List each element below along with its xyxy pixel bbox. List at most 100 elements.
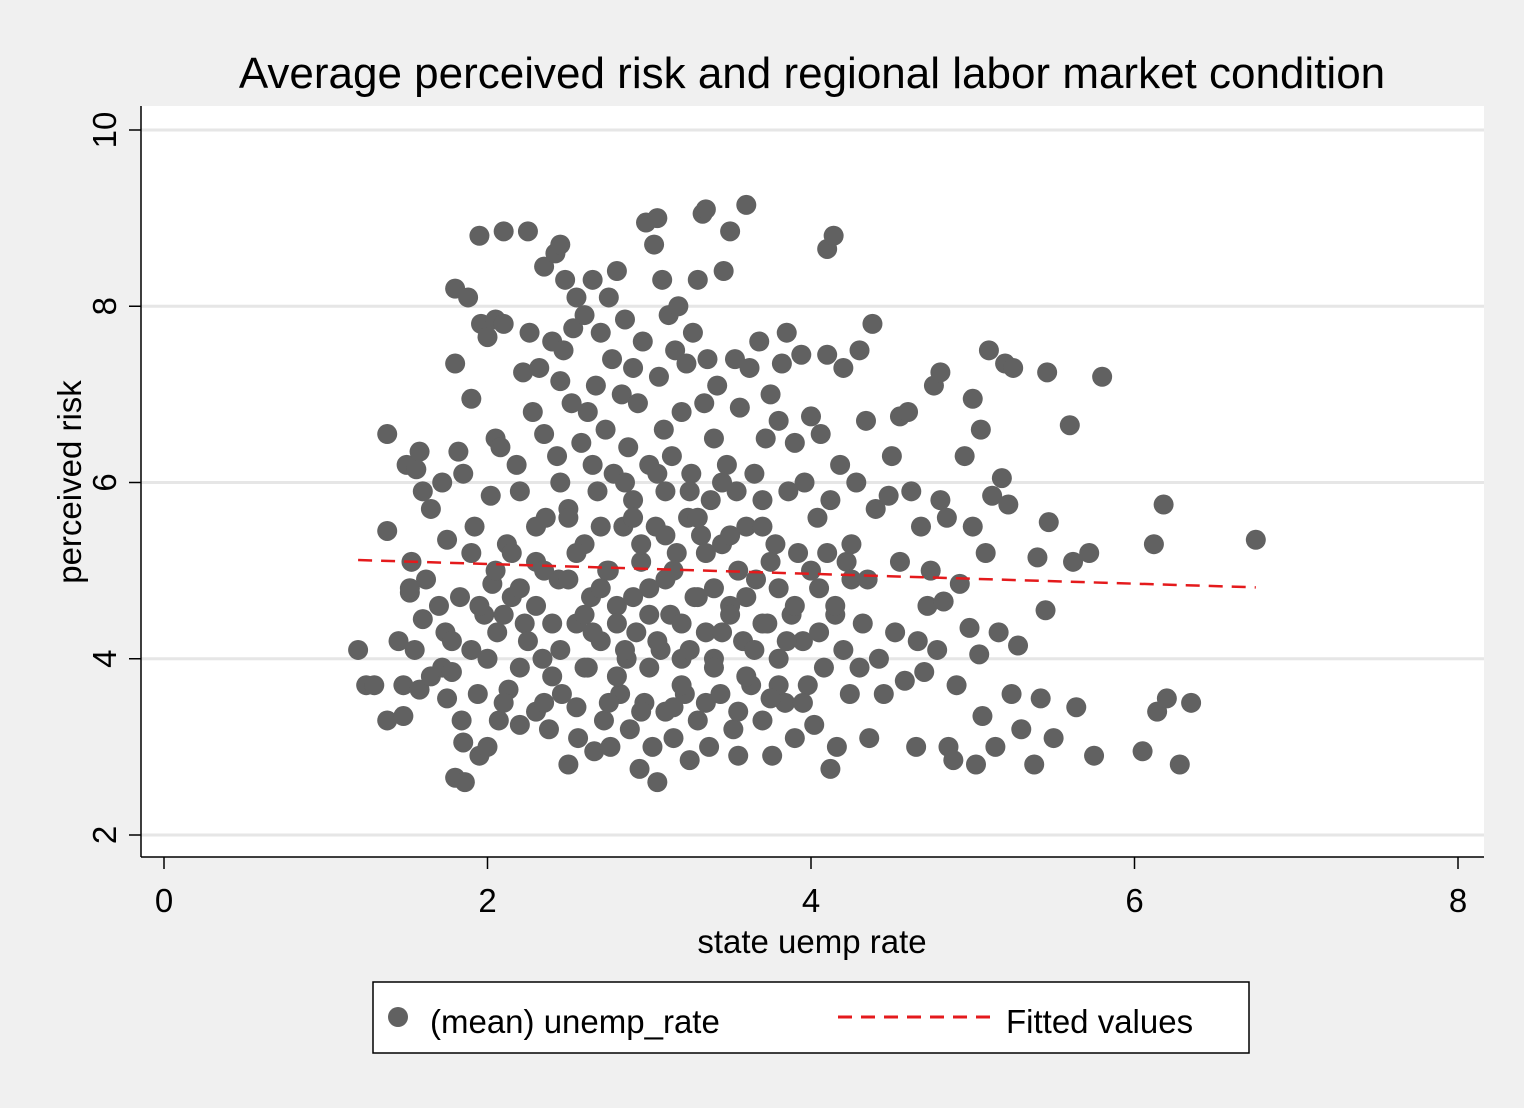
scatter-point-233 <box>850 340 870 360</box>
scatter-point-198 <box>765 534 785 554</box>
scatter-point-260 <box>934 591 954 611</box>
scatter-point-85 <box>554 340 574 360</box>
scatter-point-257 <box>927 640 947 660</box>
scatter-point-362 <box>583 455 603 475</box>
y-tick-label-3: 8 <box>86 297 123 315</box>
scatter-point-160 <box>688 710 708 730</box>
scatter-point-325 <box>785 596 805 616</box>
scatter-point-17 <box>413 481 433 501</box>
scatter-point-273 <box>972 706 992 726</box>
scatter-point-98 <box>578 402 598 422</box>
scatter-point-201 <box>772 354 792 374</box>
scatter-point-346 <box>575 658 595 678</box>
scatter-point-314 <box>607 614 627 634</box>
scatter-point-234 <box>850 658 870 678</box>
scatter-point-82 <box>550 371 570 391</box>
scatter-point-178 <box>720 221 740 241</box>
scatter-point-86 <box>555 270 575 290</box>
scatter-point-251 <box>908 631 928 651</box>
legend-label-points: (mean) unemp_rate <box>430 1003 720 1040</box>
scatter-point-321 <box>720 605 740 625</box>
scatter-point-158 <box>683 323 703 343</box>
scatter-point-48 <box>478 327 498 347</box>
scatter-point-316 <box>639 605 659 625</box>
scatter-point-45 <box>469 226 489 246</box>
scatter-point-20 <box>421 499 441 519</box>
x-tick-label-1: 2 <box>478 882 496 919</box>
scatter-point-289 <box>1036 600 1056 620</box>
scatter-point-270 <box>966 755 986 775</box>
scatter-point-183 <box>730 398 750 418</box>
scatter-point-336 <box>550 640 570 660</box>
scatter-point-0 <box>348 640 368 660</box>
scatter-point-244 <box>885 622 905 642</box>
scatter-point-102 <box>586 376 606 396</box>
scatter-point-381 <box>809 578 829 598</box>
scatter-point-137 <box>647 772 667 792</box>
scatter-point-351 <box>736 666 756 686</box>
scatter-point-43 <box>468 684 488 704</box>
scatter-point-68 <box>520 323 540 343</box>
scatter-point-370 <box>461 543 481 563</box>
scatter-point-330 <box>631 534 651 554</box>
scatter-point-192 <box>752 710 772 730</box>
scatter-point-134 <box>644 235 664 255</box>
scatter-point-296 <box>1079 543 1099 563</box>
scatter-point-382 <box>825 596 845 616</box>
scatter-point-374 <box>599 693 619 713</box>
scatter-point-193 <box>752 490 772 510</box>
scatter-point-223 <box>820 759 840 779</box>
scatter-point-72 <box>529 358 549 378</box>
scatter-point-64 <box>510 481 530 501</box>
scatter-point-214 <box>801 561 821 581</box>
scatter-point-18 <box>413 609 433 629</box>
scatter-point-323 <box>752 614 772 634</box>
scatter-point-292 <box>1044 728 1064 748</box>
scatter-point-157 <box>681 464 701 484</box>
scatter-point-341 <box>712 622 732 642</box>
scatter-point-103 <box>587 481 607 501</box>
scatter-point-318 <box>672 614 692 634</box>
scatter-point-3 <box>377 521 397 541</box>
scatter-point-109 <box>599 287 619 307</box>
scatter-point-380 <box>793 693 813 713</box>
scatter-point-349 <box>672 675 692 695</box>
scatter-point-304 <box>1170 755 1190 775</box>
scatter-point-4 <box>377 424 397 444</box>
scatter-point-335 <box>518 631 538 651</box>
scatter-point-176 <box>717 455 737 475</box>
scatter-point-26 <box>437 530 457 550</box>
scatter-point-58 <box>494 314 514 334</box>
scatter-point-359 <box>720 525 740 545</box>
scatter-point-377 <box>696 693 716 713</box>
scatter-point-164 <box>694 393 714 413</box>
scatter-point-322 <box>736 587 756 607</box>
scatter-point-197 <box>762 746 782 766</box>
scatter-point-365 <box>680 481 700 501</box>
scatter-point-355 <box>591 517 611 537</box>
scatter-point-230 <box>840 684 860 704</box>
scatter-point-42 <box>465 517 485 537</box>
scatter-point-222 <box>820 490 840 510</box>
scatter-point-219 <box>814 658 834 678</box>
legend: (mean) unemp_rate Fitted values <box>373 982 1249 1053</box>
scatter-point-66 <box>515 614 535 634</box>
scatter-point-196 <box>761 384 781 404</box>
scatter-point-240 <box>869 649 889 669</box>
scatter-point-278 <box>989 622 1009 642</box>
scatter-point-80 <box>547 446 567 466</box>
scatter-point-126 <box>630 759 650 779</box>
scatter-point-283 <box>1003 358 1023 378</box>
scatter-point-138 <box>649 367 669 387</box>
scatter-point-199 <box>769 411 789 431</box>
scatter-point-35 <box>452 710 472 730</box>
scatter-point-40 <box>461 389 481 409</box>
scatter-point-140 <box>652 270 672 290</box>
x-tick-label-2: 4 <box>802 882 820 919</box>
scatter-point-238 <box>862 314 882 334</box>
scatter-point-271 <box>969 644 989 664</box>
scatter-point-373 <box>566 697 586 717</box>
scatter-point-136 <box>647 208 667 228</box>
scatter-point-114 <box>607 261 627 281</box>
scatter-point-226 <box>827 737 847 757</box>
